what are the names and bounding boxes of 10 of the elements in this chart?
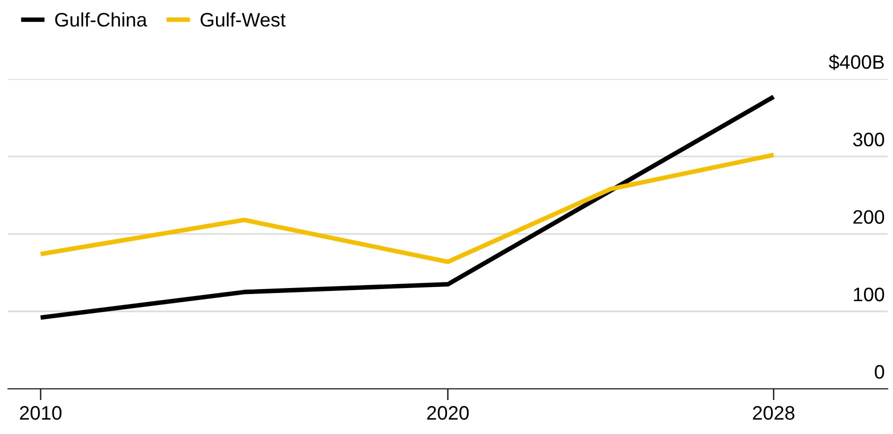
y-tick-label: 200 (853, 210, 884, 224)
y-tick-label: $400B (828, 54, 884, 70)
x-tick-label: 2028 (752, 406, 794, 420)
legend-label: Gulf-West (200, 12, 286, 27)
legend-label: Gulf-China (55, 12, 148, 27)
y-tick-label: 0 (874, 365, 884, 379)
y-tick-label: 100 (854, 288, 884, 302)
y-tick-label: 300 (853, 132, 884, 146)
x-tick-label: 2010 (20, 406, 62, 420)
x-tick-label: 2020 (427, 406, 469, 420)
